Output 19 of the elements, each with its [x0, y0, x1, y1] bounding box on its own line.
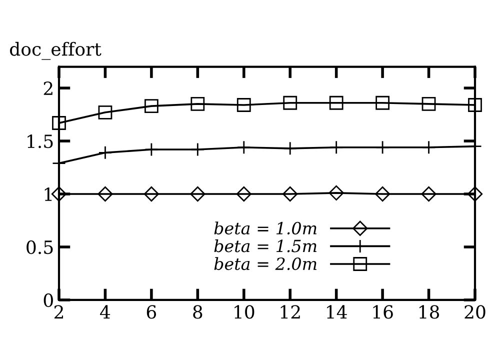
x-tick-label: 8 [193, 305, 202, 319]
x-tick-label: 10 [234, 305, 254, 319]
y-tick-label: 1.5 [28, 134, 53, 148]
y-tick-label: 2 [44, 82, 52, 95]
x-tick-label: 6 [146, 305, 156, 319]
x-tick-label: 12 [280, 305, 300, 319]
x-tick-label: 4 [100, 305, 110, 319]
y-tick-label: 1 [44, 187, 52, 201]
legend-label: beta = 1.5m [214, 239, 316, 252]
x-tick-label: 18 [419, 305, 440, 319]
y-tick-label: 0 [44, 293, 53, 308]
y-axis-title: doc_effort [10, 42, 102, 60]
legend-label: beta = 1.0m [214, 222, 316, 234]
x-tick-label: 20 [464, 305, 486, 319]
x-tick-label: 14 [327, 305, 347, 319]
legend-label: beta = 2.0m [214, 257, 316, 270]
x-tick-label: 2 [54, 305, 63, 319]
y-tick-label: 0.5 [26, 240, 53, 254]
x-tick-label: 16 [373, 305, 393, 319]
